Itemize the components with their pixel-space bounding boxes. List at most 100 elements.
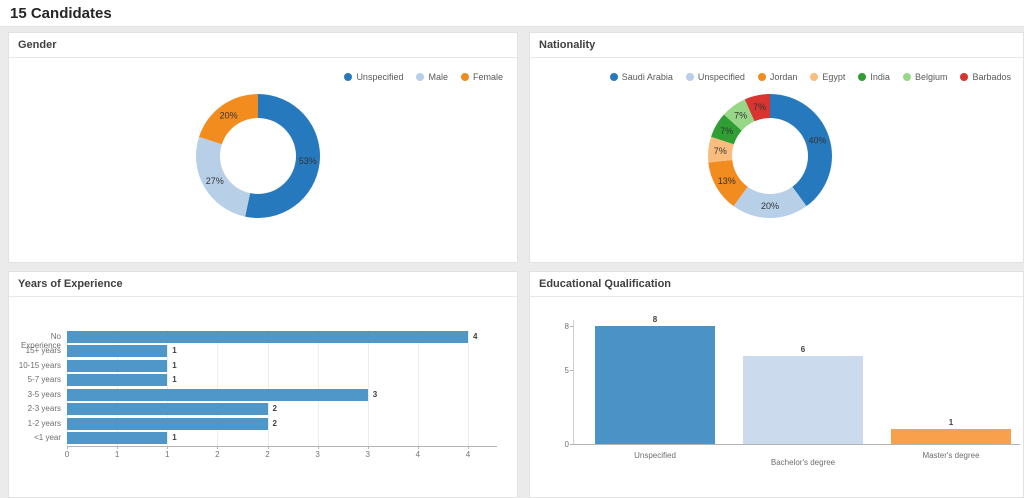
x-tick-label: 3	[315, 449, 320, 459]
donut-slice-jordan[interactable]	[708, 159, 748, 207]
category-label-3-5-years: 3-5 years	[27, 389, 61, 399]
gridline	[317, 329, 319, 446]
bar-value-label: 1	[172, 346, 177, 356]
slice-percent-label: 20%	[220, 111, 238, 121]
gender-donut-chart[interactable]: 53% 27% 20%	[188, 86, 328, 226]
legend-gender: Unspecified Male Female	[344, 72, 503, 82]
legend-item-belgium[interactable]: Belgium	[902, 72, 947, 82]
donut-slice-barbados[interactable]	[744, 94, 770, 122]
bar-1-year[interactable]	[67, 432, 168, 445]
x-tick-label: 1	[165, 449, 170, 459]
axis-tick	[117, 445, 119, 449]
legend-label: Egypt	[822, 72, 846, 82]
legend-dot-barbados	[960, 73, 969, 81]
x-tick-label: 3	[365, 449, 370, 459]
bar-3-5-years[interactable]	[67, 388, 368, 401]
legend-label: Unspecified	[697, 72, 745, 82]
donut-slice-saudi-arabia[interactable]	[770, 94, 832, 207]
bar-10-15-years[interactable]	[67, 359, 168, 372]
education-bar-chart[interactable]: 0 5 8 8 Unspecified 6 Bachelor's degree 1 Master…	[530, 297, 1023, 496]
x-tick-label: 2	[265, 449, 270, 459]
donut-slice-belgium[interactable]	[723, 99, 755, 131]
legend-dot-unspecified	[685, 73, 694, 81]
legend-label: Male	[428, 72, 448, 82]
legend-dot-female	[460, 73, 469, 81]
legend-item-female[interactable]: Female	[460, 72, 503, 82]
x-tick-label: 4	[465, 449, 471, 459]
legend-item-unspecified[interactable]: Unspecified	[344, 72, 403, 82]
category-label-10-15-years: 10-15 years	[18, 360, 61, 370]
legend-dot-egypt	[810, 73, 819, 81]
panel-body-nationality: Saudi Arabia Unspecified Jordan Egypt India B…	[530, 58, 1023, 261]
bar-master-s-degree[interactable]	[891, 429, 1011, 444]
axis-tick	[417, 445, 419, 449]
donut-slice-unspecified[interactable]	[733, 186, 807, 219]
legend-item-unspecified[interactable]: Unspecified	[685, 72, 745, 82]
legend-dot-unspecified	[344, 73, 353, 81]
gridline	[217, 329, 219, 446]
panel-body-gender: Unspecified Male Female 53% 27% 20%	[9, 58, 517, 261]
bar-value-label: 8	[652, 315, 658, 324]
bar-1-2-years[interactable]	[67, 417, 268, 430]
bar-15-years[interactable]	[67, 345, 168, 358]
category-label-bachelor-s-degree: Bachelor's degree	[770, 458, 836, 467]
y-tick-label: 8	[564, 322, 569, 331]
bar-bachelor-s-degree[interactable]	[743, 355, 863, 444]
category-label-2-3-years: 2-3 years	[27, 404, 61, 414]
bar-2-3-years[interactable]	[67, 403, 268, 416]
legend-item-egypt[interactable]: Egypt	[810, 72, 845, 82]
slice-percent-label: 53%	[299, 156, 317, 166]
legend-dot-belgium	[902, 73, 911, 81]
legend-label: Barbados	[972, 72, 1011, 82]
panel-title-nationality: Nationality	[539, 39, 596, 51]
gridline	[167, 329, 169, 446]
panel-header-nationality: Nationality	[530, 33, 1023, 58]
donut-slice-unspecified[interactable]	[245, 94, 320, 218]
slice-percent-label: 7%	[734, 111, 747, 121]
legend-dot-jordan	[757, 73, 766, 81]
legend-item-barbados[interactable]: Barbados	[960, 72, 1011, 82]
bar-value-label: 1	[172, 433, 177, 443]
category-label-1-year: <1 year	[34, 433, 61, 443]
slice-percent-label: 13%	[718, 176, 736, 186]
panel-body-education: 0 5 8 8 Unspecified 6 Bachelor's degree 1 Master…	[530, 297, 1023, 496]
y-tick-label: 5	[564, 366, 569, 376]
gridline	[267, 329, 269, 446]
panel-header-gender: Gender	[9, 33, 517, 58]
slice-percent-label: 27%	[206, 176, 224, 186]
legend-item-saudi-arabia[interactable]: Saudi Arabia	[609, 72, 673, 82]
axis-tick	[67, 445, 68, 449]
donut-slice-female[interactable]	[199, 94, 258, 145]
legend-nationality: Saudi Arabia Unspecified Jordan Egypt India B…	[609, 72, 1011, 82]
y-tick-label: 0	[564, 440, 569, 449]
donut-slice-male[interactable]	[196, 136, 251, 217]
page-title: 15 Candidates	[10, 5, 112, 22]
panel-title-gender: Gender	[18, 39, 57, 51]
nationality-donut-chart[interactable]: 40% 20% 13% 7% 7% 7% 7%	[700, 86, 840, 226]
bar-no-experience[interactable]	[67, 330, 468, 343]
gridline	[67, 329, 68, 446]
legend-item-india[interactable]: India	[858, 72, 890, 82]
legend-label: Jordan	[769, 72, 798, 82]
x-axis-line	[573, 444, 1020, 445]
panel-experience: Years of Experience 0 1 1 2 2 3 3 4 4 No Experien…	[8, 271, 518, 498]
bar-value-label: 2	[272, 404, 277, 414]
bar-5-7-years[interactable]	[67, 374, 168, 387]
donut-slice-india[interactable]	[711, 114, 742, 145]
slice-percent-label: 40%	[809, 136, 827, 146]
category-label-1-2-years: 1-2 years	[27, 418, 61, 428]
axis-tick	[267, 445, 269, 449]
donut-slice-egypt[interactable]	[708, 136, 734, 163]
legend-item-jordan[interactable]: Jordan	[757, 72, 798, 82]
bar-value-label: 6	[800, 344, 806, 354]
legend-item-male[interactable]: Male	[416, 72, 448, 82]
legend-dot-saudi-arabia	[609, 73, 618, 81]
gridline	[117, 329, 119, 446]
panel-header-education: Educational Qualification	[530, 272, 1023, 297]
experience-bar-chart[interactable]: 0 1 1 2 2 3 3 4 4 No Experience 4 15+ years 1 10-15 y…	[9, 297, 517, 496]
page-header: 15 Candidates	[0, 0, 1024, 27]
x-tick-label: 1	[114, 449, 120, 459]
bar-value-label: 1	[172, 375, 177, 385]
bar-unspecified[interactable]	[595, 326, 715, 444]
legend-label: Female	[472, 72, 503, 82]
